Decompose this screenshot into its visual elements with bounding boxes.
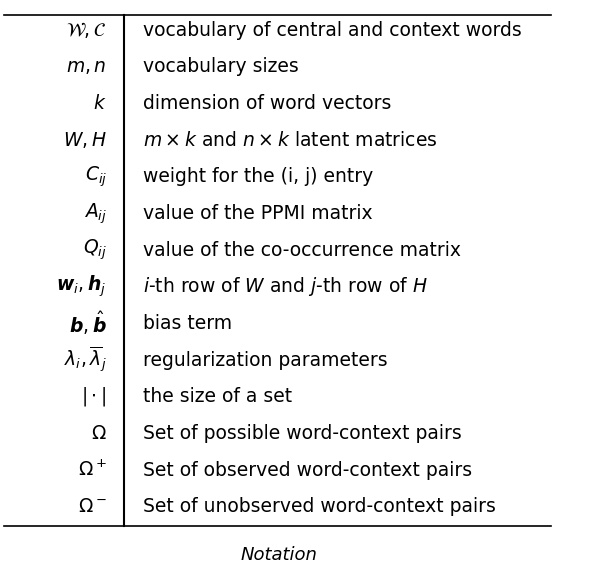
- Text: $m \times k$ and $n \times k$ latent matrices: $m \times k$ and $n \times k$ latent mat…: [143, 131, 438, 149]
- Text: value of the PPMI matrix: value of the PPMI matrix: [143, 204, 372, 223]
- Text: bias term: bias term: [143, 314, 232, 333]
- Text: $\mathcal{W}, \mathcal{C}$: $\mathcal{W}, \mathcal{C}$: [67, 20, 107, 40]
- Text: $A_{ij}$: $A_{ij}$: [84, 201, 107, 225]
- Text: $Q_{ij}$: $Q_{ij}$: [83, 238, 107, 262]
- Text: $|\cdot|$: $|\cdot|$: [81, 385, 107, 408]
- Text: Notation: Notation: [241, 546, 318, 565]
- Text: $m, n$: $m, n$: [67, 57, 107, 76]
- Text: the size of a set: the size of a set: [143, 387, 292, 406]
- Text: $\Omega^+$: $\Omega^+$: [78, 460, 107, 480]
- Text: vocabulary sizes: vocabulary sizes: [143, 57, 299, 76]
- Text: $\boldsymbol{b}, \hat{\boldsymbol{b}}$: $\boldsymbol{b}, \hat{\boldsymbol{b}}$: [69, 310, 107, 337]
- Text: vocabulary of central and context words: vocabulary of central and context words: [143, 20, 522, 40]
- Text: $\Omega$: $\Omega$: [91, 424, 107, 443]
- Text: Set of observed word-context pairs: Set of observed word-context pairs: [143, 461, 472, 479]
- Text: value of the co-occurrence matrix: value of the co-occurrence matrix: [143, 240, 461, 260]
- Text: $C_{ij}$: $C_{ij}$: [84, 164, 107, 189]
- Text: $\lambda_i, \overline{\lambda}_j$: $\lambda_i, \overline{\lambda}_j$: [64, 345, 107, 375]
- Text: $\boldsymbol{w}_i, \boldsymbol{h}_j$: $\boldsymbol{w}_i, \boldsymbol{h}_j$: [56, 274, 107, 299]
- Text: dimension of word vectors: dimension of word vectors: [143, 94, 391, 113]
- Text: regularization parameters: regularization parameters: [143, 350, 388, 370]
- Text: Set of possible word-context pairs: Set of possible word-context pairs: [143, 424, 462, 443]
- Text: weight for the (i, j) entry: weight for the (i, j) entry: [143, 167, 373, 186]
- Text: $i$-th row of $W$ and $j$-th row of $H$: $i$-th row of $W$ and $j$-th row of $H$: [143, 275, 428, 298]
- Text: $\Omega^-$: $\Omega^-$: [78, 497, 107, 516]
- Text: $W, H$: $W, H$: [63, 130, 107, 150]
- Text: $k$: $k$: [93, 94, 107, 113]
- Text: Set of unobserved word-context pairs: Set of unobserved word-context pairs: [143, 497, 496, 516]
